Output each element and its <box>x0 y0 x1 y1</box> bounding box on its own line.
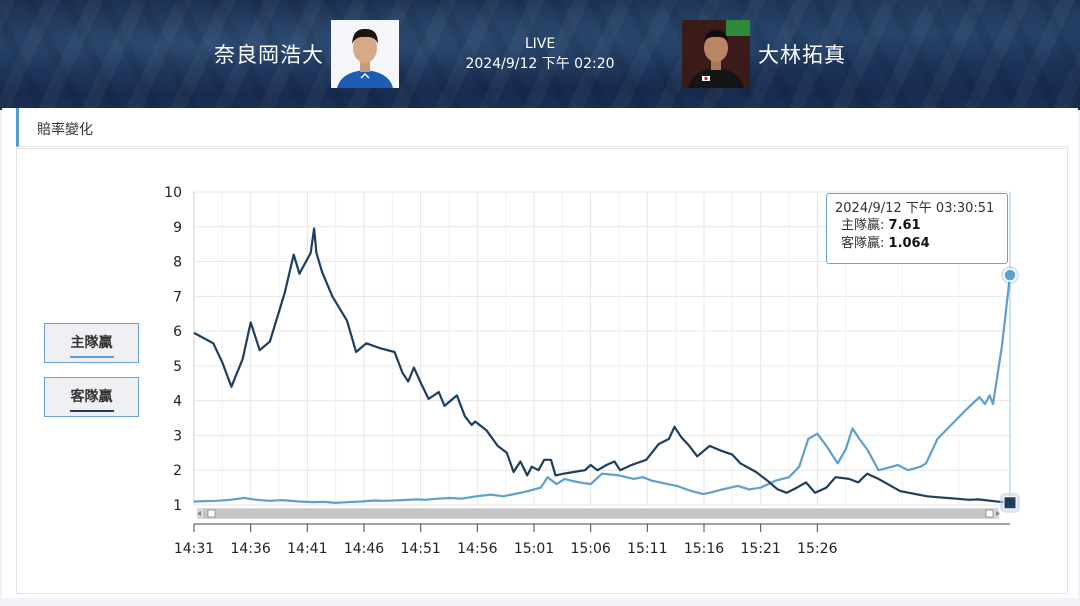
x-tick-label: 14:56 <box>457 541 497 557</box>
y-tick-label: 9 <box>173 220 182 236</box>
chart-scrollbar[interactable] <box>197 508 1000 519</box>
tooltip-home-row: 主隊贏: 7.61 <box>835 217 999 235</box>
legend-away-label: 客隊贏 <box>70 389 113 405</box>
tooltip-home-label: 主隊贏: <box>841 218 885 233</box>
x-tick-label: 14:41 <box>287 541 327 557</box>
legend-away-win[interactable]: 客隊贏 <box>44 377 139 417</box>
y-tick-label: 6 <box>173 324 182 340</box>
y-tick-label: 4 <box>173 394 182 410</box>
scroll-right-arrow-icon <box>996 511 1000 516</box>
tooltip-away-row: 客隊贏: 1.064 <box>835 235 999 253</box>
match-datetime: 2024/9/12 下午 02:20 <box>465 56 615 72</box>
series-layer <box>193 227 1012 504</box>
home-player-avatar <box>331 20 399 88</box>
scrollbar-left-handle <box>207 509 216 518</box>
x-tick-label: 14:36 <box>230 541 270 557</box>
series-home-win-line <box>193 274 1012 504</box>
panel-header: 賠率變化 <box>16 108 1069 147</box>
legend-home-label: 主隊贏 <box>70 335 113 351</box>
x-tick-label: 15:11 <box>627 541 667 557</box>
x-tick-label: 15:16 <box>684 541 724 557</box>
chart-tooltip: 2024/9/12 下午 03:30:51 主隊贏: 7.61 客隊贏: 1.0… <box>826 193 1008 264</box>
header-background <box>0 0 1080 110</box>
y-tick-label: 5 <box>173 359 182 375</box>
legend-home-swatch <box>69 356 114 358</box>
scrollbar-thumb <box>203 509 993 518</box>
tooltip-time: 2024/9/12 下午 03:30:51 <box>835 201 995 216</box>
x-tick-label: 15:06 <box>570 541 610 557</box>
y-tick-label: 7 <box>173 289 182 305</box>
x-tick-label: 15:26 <box>797 541 837 557</box>
away-team-name: 大林拓真 <box>758 43 846 67</box>
panel-title: 賠率變化 <box>37 122 93 138</box>
grid-layer <box>193 191 1011 506</box>
away-end-marker <box>1003 496 1017 510</box>
match-header: 奈良岡浩大 LIVE 2024/9/12 下午 02:20 大林拓真 <box>0 0 1080 110</box>
x-tick-label: 14:51 <box>400 541 440 557</box>
scrollbar-right-handle <box>985 509 994 518</box>
home-end-marker <box>1003 268 1017 282</box>
legend-home-win[interactable]: 主隊贏 <box>44 323 139 363</box>
y-tick-label: 10 <box>164 185 182 201</box>
y-tick-label: 2 <box>173 463 182 479</box>
away-player-avatar <box>682 20 750 88</box>
series-away-win-line <box>193 227 1011 504</box>
y-tick-label: 3 <box>173 428 182 444</box>
x-tick-label: 14:46 <box>344 541 384 557</box>
home-team-name: 奈良岡浩大 <box>214 43 324 67</box>
legend-away-swatch <box>69 410 114 412</box>
match-status: LIVE 2024/9/12 下午 02:20 <box>440 36 640 74</box>
scroll-left-arrow-icon <box>197 511 201 516</box>
y-tick-label: 8 <box>173 255 182 271</box>
tooltip-away-label: 客隊贏: <box>841 236 885 251</box>
x-tick-label: 15:21 <box>740 541 780 557</box>
tooltip-away-value: 1.064 <box>888 236 930 251</box>
axis-layer: 1 2 3 4 5 6 7 8 9 10 14:31 14:36 14:41 14:46 14:51 14:5… <box>164 185 1010 557</box>
x-tick-label: 14:31 <box>174 541 214 557</box>
live-label: LIVE <box>524 36 556 52</box>
x-tick-label: 15:01 <box>514 541 554 557</box>
y-tick-label: 1 <box>173 498 182 514</box>
marker-layer <box>1000 266 1020 513</box>
tooltip-home-value: 7.61 <box>888 218 921 233</box>
